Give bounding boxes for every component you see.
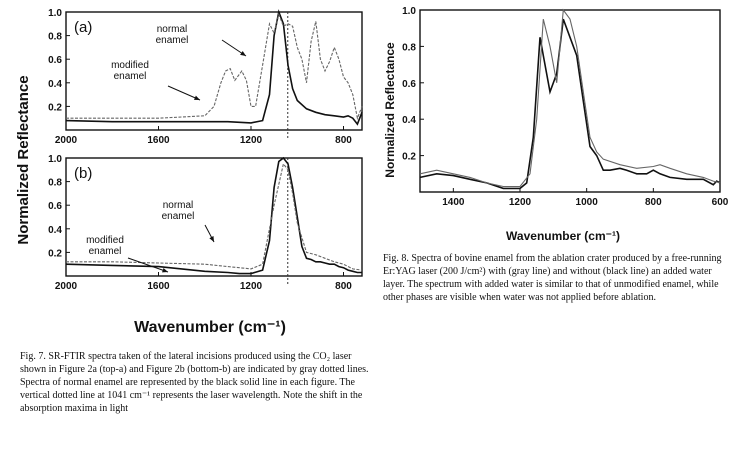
annotation-label: enamel [114, 71, 147, 82]
panel-label: (b) [74, 165, 92, 182]
spectrum-black-solid [419, 18, 721, 190]
x-tick-label: 1000 [576, 197, 599, 208]
x-tick-label: 1200 [240, 281, 263, 292]
plot-frame [65, 11, 363, 131]
figure-8-caption: Fig. 8. Spectra of bovine enamel from th… [383, 253, 722, 303]
y-axis-label: Normalized Reflectance [383, 42, 397, 178]
y-tick-label: 0.8 [402, 42, 416, 53]
annotation-label: normal [157, 24, 188, 35]
spectrum-gray-dotted [66, 12, 363, 121]
y-tick-label: 0.6 [48, 201, 62, 212]
figure-7: Normalized Reflectance Wavenumber (cm⁻¹)… [15, 8, 363, 336]
x-tick-label: 1200 [240, 135, 263, 146]
spectrum-gray-dotted [66, 162, 363, 271]
y-tick-label: 0.6 [402, 79, 416, 90]
y-tick-label: 1.0 [48, 8, 62, 19]
panel-label: (a) [74, 19, 92, 36]
spectrum-gray-solid [419, 8, 721, 188]
y-tick-label: 0.8 [48, 178, 62, 189]
x-tick-label: 2000 [55, 281, 78, 292]
x-axis-label: Wavenumber (cm⁻¹) [134, 319, 286, 336]
plot-frame [419, 9, 721, 193]
y-tick-label: 0.2 [48, 248, 62, 259]
y-tick-label: 0.8 [48, 32, 62, 43]
panel-c: 0.2 0.4 0.6 0.8 1.0 1400 1200 1000 800 600 [402, 6, 729, 208]
annotation-arrow [127, 257, 169, 273]
y-tick-label: 0.4 [48, 225, 62, 236]
y-tick-label: 0.2 [48, 102, 62, 113]
annotation-label: enamel [89, 246, 122, 257]
annotation-arrowhead [209, 236, 214, 242]
annotation-arrowhead [162, 267, 168, 273]
y-tick-label: 0.4 [402, 115, 416, 126]
spectrum-black-solid [65, 156, 362, 275]
x-tick-label: 1600 [147, 135, 170, 146]
x-tick-label: 600 [712, 197, 729, 208]
figure-8: Normalized Reflectance Wavenumber (cm⁻¹)… [383, 6, 729, 243]
y-tick-label: 0.4 [48, 79, 62, 90]
y-tick-label: 0.6 [48, 55, 62, 66]
y-tick-label: 1.0 [402, 6, 416, 17]
figure-7-caption: Fig. 7. SR-FTIR spectra taken of the lat… [20, 351, 369, 414]
annotation-label: enamel [156, 35, 189, 46]
annotation-label: normal [163, 200, 194, 211]
plot-frame [65, 157, 363, 277]
annotation-arrowhead [194, 95, 200, 100]
annotation-label: modified [111, 60, 149, 71]
x-axis-label: Wavenumber (cm⁻¹) [506, 229, 620, 243]
x-tick-label: 2000 [55, 135, 78, 146]
x-tick-label: 800 [335, 281, 352, 292]
x-tick-label: 800 [335, 135, 352, 146]
annotation-arrowhead [240, 50, 246, 56]
x-tick-label: 1600 [147, 281, 170, 292]
annotation-label: enamel [162, 211, 195, 222]
y-axis-label: Normalized Reflectance [15, 75, 32, 244]
y-tick-label: 1.0 [48, 154, 62, 165]
spectrum-black-solid [65, 9, 363, 126]
x-tick-label: 1400 [442, 197, 465, 208]
x-tick-label: 800 [645, 197, 662, 208]
annotation-arrow [167, 85, 201, 101]
annotation-label: modified [86, 235, 124, 246]
x-tick-label: 1200 [509, 197, 532, 208]
y-tick-label: 0.2 [402, 152, 416, 163]
